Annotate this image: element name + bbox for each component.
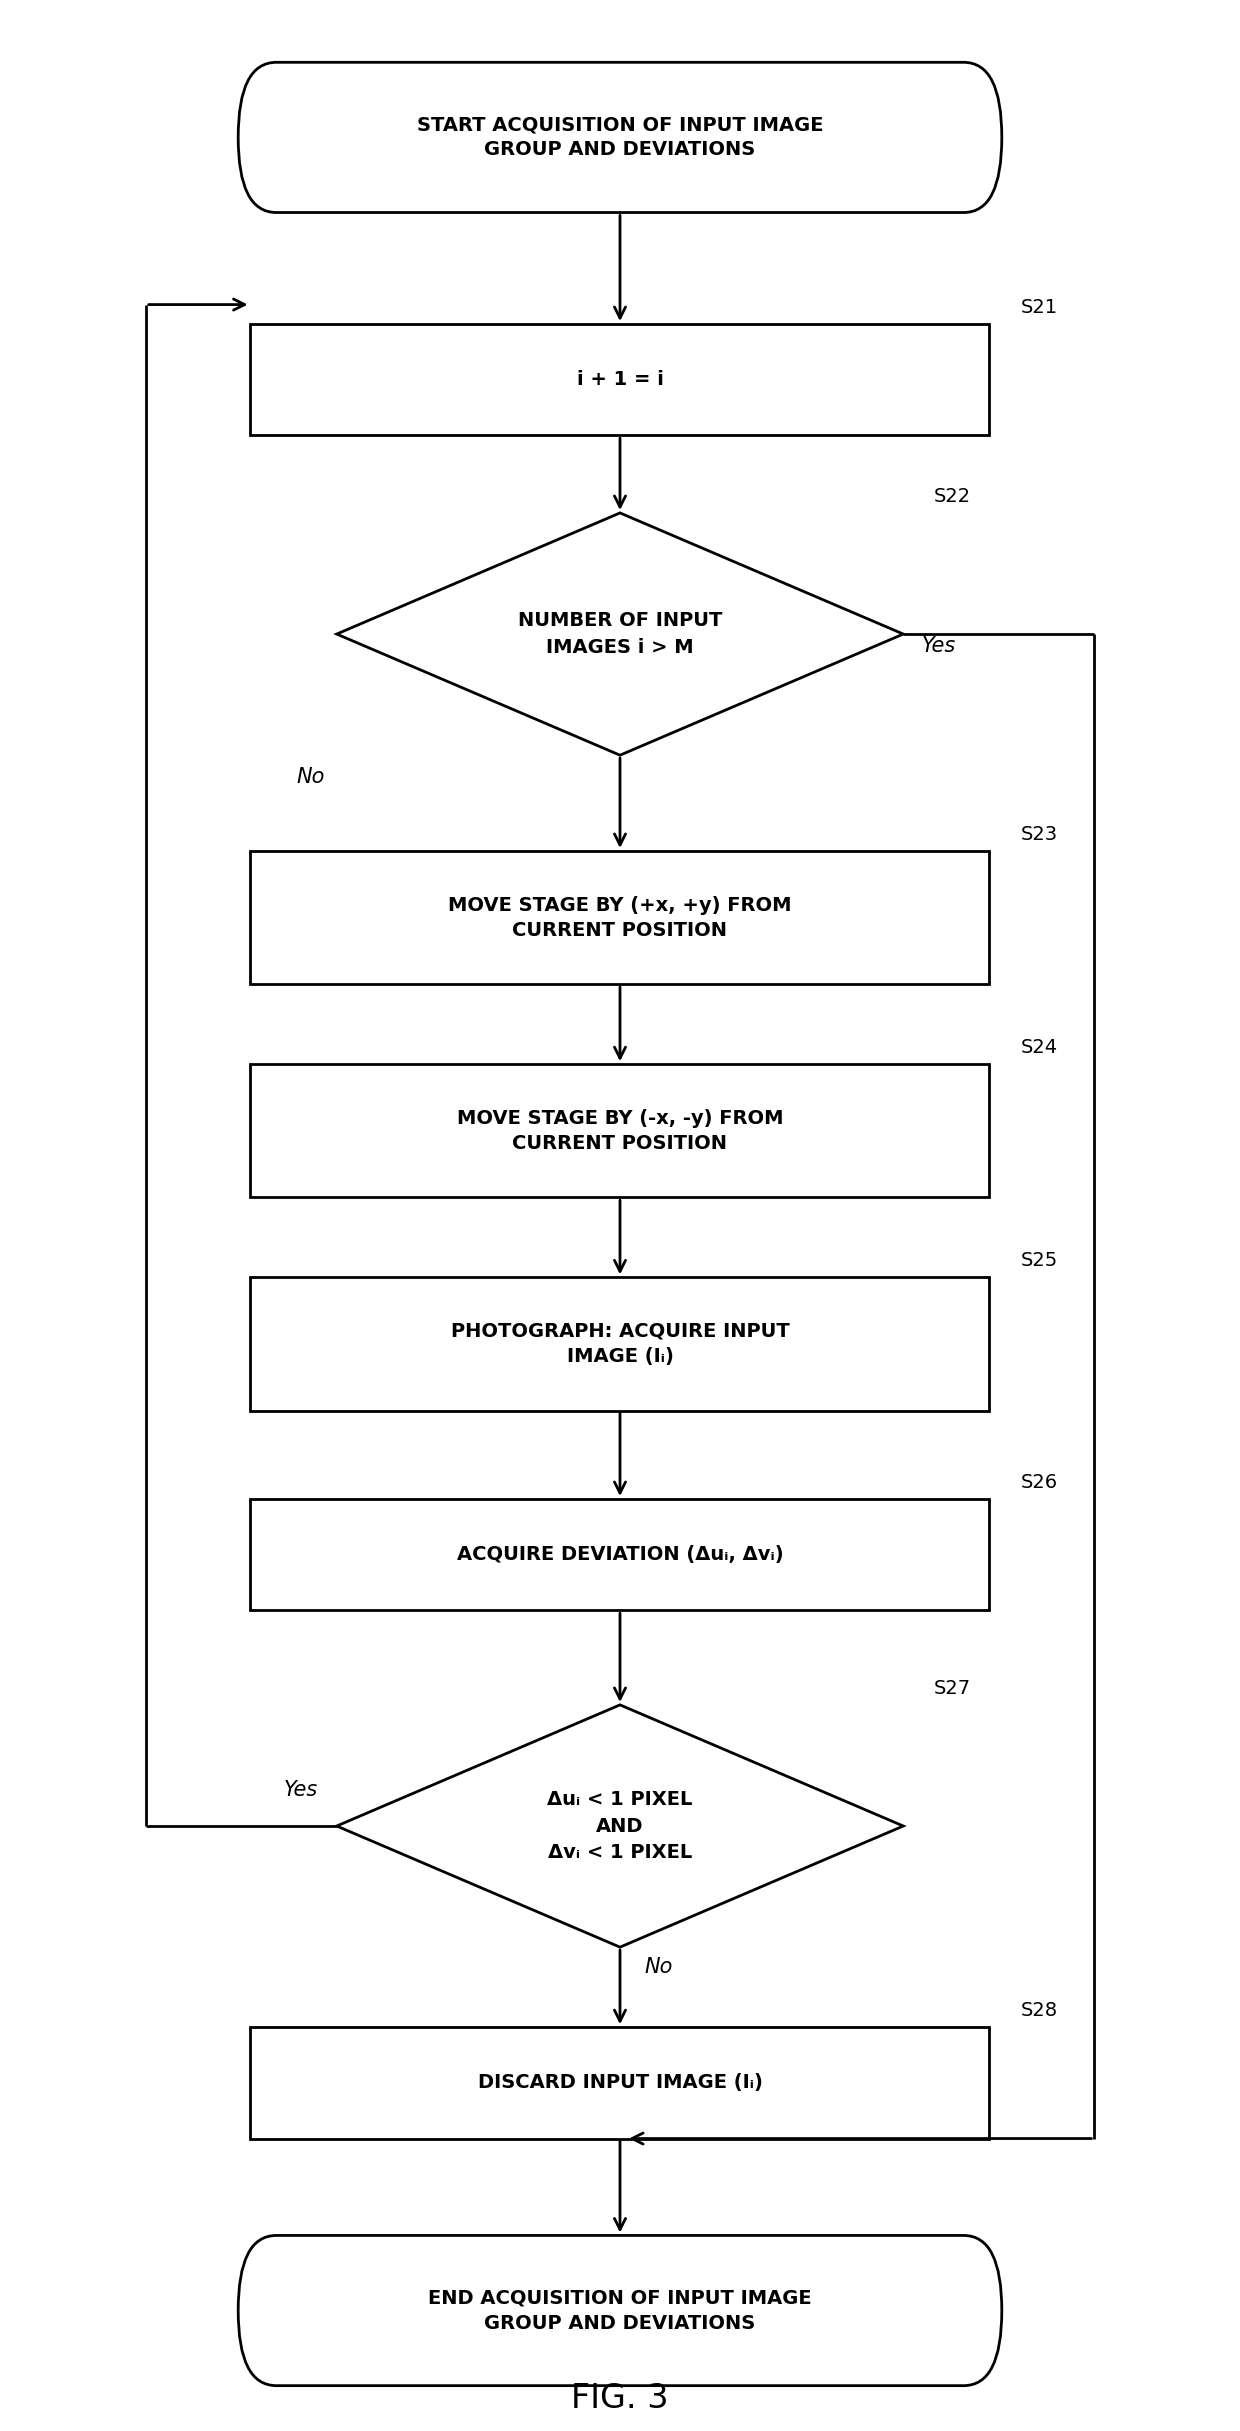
FancyBboxPatch shape	[250, 1276, 990, 1410]
Text: No: No	[645, 1957, 673, 1976]
Text: Δuᵢ < 1 PIXEL
AND
Δvᵢ < 1 PIXEL: Δuᵢ < 1 PIXEL AND Δvᵢ < 1 PIXEL	[547, 1789, 693, 1862]
Text: S25: S25	[1021, 1252, 1058, 1269]
Text: S26: S26	[1021, 1473, 1058, 1493]
Text: ACQUIRE DEVIATION (Δuᵢ, Δvᵢ): ACQUIRE DEVIATION (Δuᵢ, Δvᵢ)	[456, 1546, 784, 1563]
Text: FIG. 3: FIG. 3	[572, 2382, 668, 2414]
Text: S27: S27	[934, 1680, 971, 1697]
Text: MOVE STAGE BY (-x, -y) FROM
CURRENT POSITION: MOVE STAGE BY (-x, -y) FROM CURRENT POSI…	[456, 1109, 784, 1152]
Text: i + 1 = i: i + 1 = i	[577, 370, 663, 389]
Text: PHOTOGRAPH: ACQUIRE INPUT
IMAGE (Iᵢ): PHOTOGRAPH: ACQUIRE INPUT IMAGE (Iᵢ)	[450, 1322, 790, 1366]
FancyBboxPatch shape	[250, 323, 990, 435]
Text: S24: S24	[1021, 1038, 1058, 1057]
Text: Yes: Yes	[921, 637, 956, 656]
Text: No: No	[296, 768, 325, 788]
FancyBboxPatch shape	[238, 63, 1002, 211]
Text: DISCARD INPUT IMAGE (Iᵢ): DISCARD INPUT IMAGE (Iᵢ)	[477, 2074, 763, 2093]
FancyBboxPatch shape	[250, 1500, 990, 1609]
Text: MOVE STAGE BY (+x, +y) FROM
CURRENT POSITION: MOVE STAGE BY (+x, +y) FROM CURRENT POSI…	[448, 895, 792, 938]
Text: NUMBER OF INPUT
IMAGES i > M: NUMBER OF INPUT IMAGES i > M	[518, 610, 722, 656]
Text: S21: S21	[1021, 297, 1058, 316]
Polygon shape	[337, 513, 903, 756]
Polygon shape	[337, 1704, 903, 1947]
Text: END ACQUISITION OF INPUT IMAGE
GROUP AND DEVIATIONS: END ACQUISITION OF INPUT IMAGE GROUP AND…	[428, 2288, 812, 2334]
Text: START ACQUISITION OF INPUT IMAGE
GROUP AND DEVIATIONS: START ACQUISITION OF INPUT IMAGE GROUP A…	[417, 114, 823, 160]
FancyBboxPatch shape	[250, 1065, 990, 1198]
FancyBboxPatch shape	[250, 2027, 990, 2139]
Text: S23: S23	[1021, 824, 1058, 844]
Text: Yes: Yes	[284, 1779, 319, 1799]
Text: S22: S22	[934, 486, 971, 506]
Text: S28: S28	[1021, 2001, 1058, 2020]
FancyBboxPatch shape	[250, 851, 990, 985]
FancyBboxPatch shape	[238, 2237, 1002, 2385]
